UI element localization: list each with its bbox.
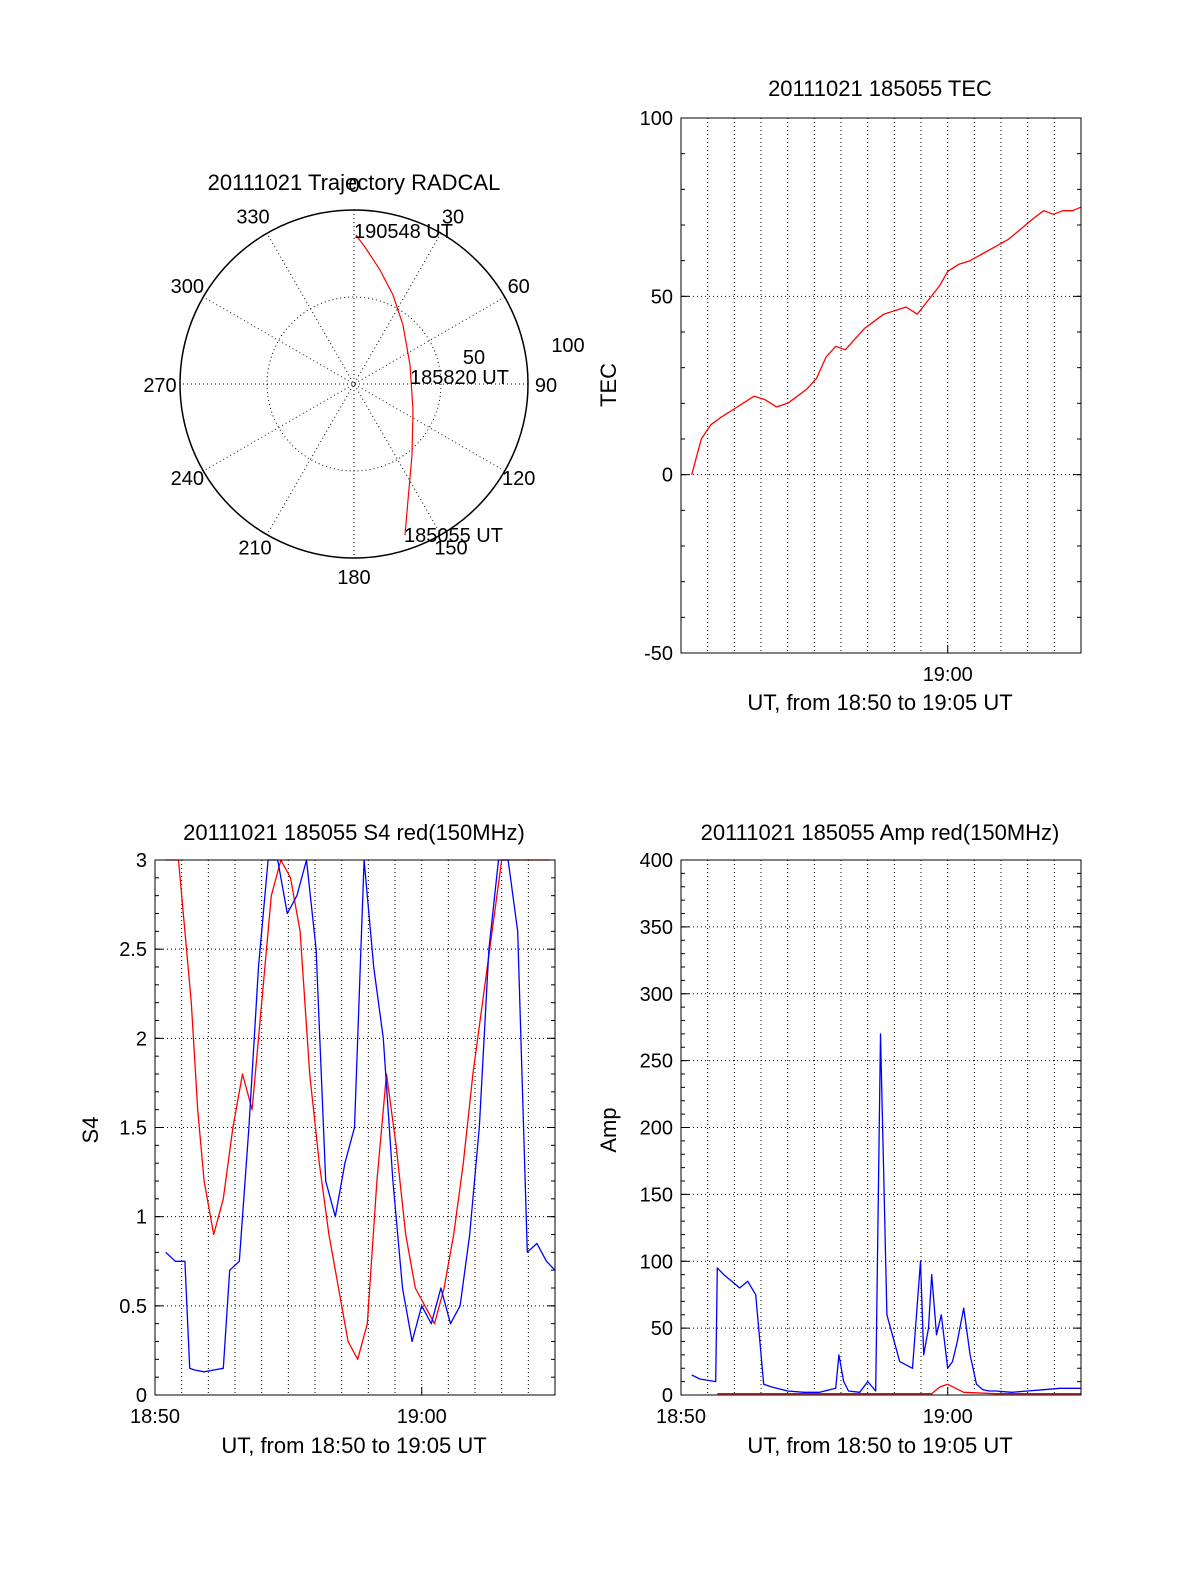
y-tick-label: 2.5 bbox=[119, 939, 147, 961]
azimuth-label: 90 bbox=[535, 375, 557, 397]
polar-labels: 0 30 60 90 120 150 180 210 240 270 300 330 50 100 bbox=[143, 175, 584, 589]
azimuth-label: 210 bbox=[238, 538, 271, 560]
amp-panel: 20111021 185055 Amp red(150MHz) Amp UT, … bbox=[596, 820, 1082, 1458]
y-tick-label: 50 bbox=[651, 286, 673, 308]
radial-label: 50 bbox=[463, 347, 485, 369]
tec-panel: 20111021 185055 TEC TEC UT, from 18:50 t… bbox=[596, 76, 1082, 715]
azimuth-label: 30 bbox=[442, 206, 464, 228]
plot-frame bbox=[154, 859, 556, 1396]
y-tick-label: 0 bbox=[662, 465, 673, 487]
y-tick-label: 300 bbox=[640, 984, 673, 1006]
azimuth-label: 60 bbox=[508, 276, 530, 298]
trajectory-time-label: 185820 UT bbox=[410, 367, 509, 389]
y-tick-label: 3 bbox=[136, 850, 147, 872]
y-tick-label: 250 bbox=[640, 1051, 673, 1073]
polar-grid bbox=[179, 209, 529, 559]
trajectory-time-label: 185055 UT bbox=[404, 525, 503, 547]
trajectory-track bbox=[355, 234, 414, 536]
x-tick-label: 19:00 bbox=[923, 1406, 973, 1428]
s4-xlabel: UT, from 18:50 to 19:05 UT bbox=[221, 1433, 486, 1458]
azimuth-label: 180 bbox=[337, 567, 370, 589]
y-tick-label: -50 bbox=[644, 643, 673, 665]
s4-ylabel: S4 bbox=[78, 1117, 103, 1144]
x-tick-label: 18:50 bbox=[130, 1406, 180, 1428]
azimuth-label: 330 bbox=[236, 206, 269, 228]
plot-frame bbox=[680, 117, 1082, 654]
y-tick-label: 0 bbox=[136, 1385, 147, 1407]
x-tick-label: 18:50 bbox=[656, 1406, 706, 1428]
y-tick-label: 50 bbox=[651, 1318, 673, 1340]
y-tick-label: 1 bbox=[136, 1207, 147, 1229]
trajectory-time-label: 190548 UT bbox=[354, 221, 453, 243]
tec-plot-area: 100 50 0 -50 19:00 bbox=[640, 108, 1082, 686]
tec-xlabel: UT, from 18:50 to 19:05 UT bbox=[747, 690, 1012, 715]
trajectory-panel: 20111021 Trajectory RADCAL 0 30 60 90 120 150… bbox=[143, 170, 584, 589]
amp-title: 20111021 185055 Amp red(150MHz) bbox=[701, 820, 1060, 845]
y-tick-label: 0 bbox=[662, 1385, 673, 1407]
red-series-line bbox=[691, 206, 1082, 475]
azimuth-label: 0 bbox=[348, 175, 359, 197]
s4-panel: 20111021 185055 S4 red(150MHz) S4 UT, fr… bbox=[78, 820, 556, 1458]
y-tick-label: 2 bbox=[136, 1028, 147, 1050]
y-tick-label: 100 bbox=[640, 1251, 673, 1273]
trajectory-title: 20111021 Trajectory RADCAL bbox=[208, 170, 501, 195]
blue-series-line bbox=[691, 1033, 1081, 1393]
y-tick-label: 100 bbox=[640, 108, 673, 130]
plot-frame bbox=[680, 859, 1082, 1396]
trajectory-line bbox=[355, 234, 414, 536]
amp-ylabel: Amp bbox=[596, 1107, 621, 1152]
amp-plot-area: 400 350 300 250 200 150 100 50 018:50 19:00 bbox=[640, 850, 1082, 1428]
trajectory-annotations: 190548 UT 185820 UT 185055 UT bbox=[354, 221, 509, 547]
tec-title: 20111021 185055 TEC bbox=[768, 76, 992, 101]
y-tick-label: 200 bbox=[640, 1118, 673, 1140]
s4-plot-area: 3 2.5 2 1.5 1 0.5 018:50 19:00 bbox=[119, 850, 556, 1428]
y-tick-label: 350 bbox=[640, 917, 673, 939]
amp-xlabel: UT, from 18:50 to 19:05 UT bbox=[747, 1433, 1012, 1458]
red-series-line bbox=[165, 859, 550, 1360]
azimuth-label: 300 bbox=[171, 276, 204, 298]
azimuth-label: 150 bbox=[434, 538, 467, 560]
y-tick-label: 400 bbox=[640, 850, 673, 872]
radial-label: 100 bbox=[551, 335, 584, 357]
azimuth-label: 270 bbox=[143, 375, 176, 397]
y-tick-label: 1.5 bbox=[119, 1118, 147, 1140]
x-tick-label: 19:00 bbox=[923, 664, 973, 686]
tec-ylabel: TEC bbox=[596, 363, 621, 407]
blue-series-line bbox=[165, 859, 556, 1373]
y-tick-label: 150 bbox=[640, 1184, 673, 1206]
azimuth-label: 120 bbox=[502, 468, 535, 490]
azimuth-label: 240 bbox=[171, 468, 204, 490]
red-series-line bbox=[717, 1383, 1081, 1395]
y-tick-label: 0.5 bbox=[119, 1296, 147, 1318]
s4-title: 20111021 185055 S4 red(150MHz) bbox=[183, 820, 525, 845]
x-tick-label: 19:00 bbox=[397, 1406, 447, 1428]
